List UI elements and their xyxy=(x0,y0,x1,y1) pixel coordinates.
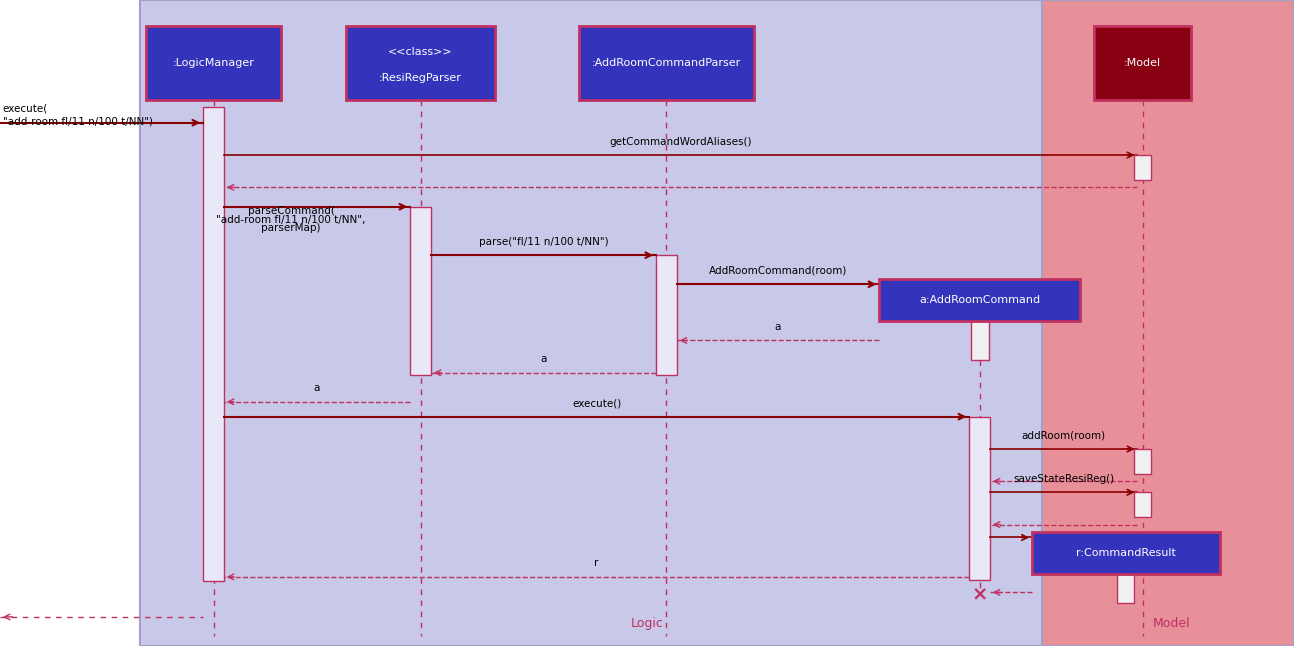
FancyBboxPatch shape xyxy=(656,255,677,375)
Text: ×: × xyxy=(972,585,987,605)
Text: AddRoomCommand(room): AddRoomCommand(room) xyxy=(709,266,848,276)
FancyBboxPatch shape xyxy=(880,279,1079,321)
Text: a:AddRoomCommand: a:AddRoomCommand xyxy=(919,295,1040,305)
Text: Model: Model xyxy=(1152,617,1190,630)
FancyBboxPatch shape xyxy=(580,26,753,100)
Text: r: r xyxy=(594,559,599,568)
Text: <<class>>: <<class>> xyxy=(388,47,453,57)
Text: :LogicManager: :LogicManager xyxy=(172,58,255,68)
FancyBboxPatch shape xyxy=(410,207,431,375)
FancyBboxPatch shape xyxy=(146,26,282,100)
Text: :Model: :Model xyxy=(1124,58,1161,68)
Text: r:CommandResult: r:CommandResult xyxy=(1075,548,1176,558)
FancyBboxPatch shape xyxy=(970,321,989,360)
FancyBboxPatch shape xyxy=(1134,449,1152,474)
FancyBboxPatch shape xyxy=(1118,574,1134,603)
Text: parserMap): parserMap) xyxy=(261,224,321,233)
Text: execute(: execute( xyxy=(3,103,48,114)
Text: :AddRoomCommandParser: :AddRoomCommandParser xyxy=(591,58,741,68)
Text: parse("fl/11 n/100 t/NN"): parse("fl/11 n/100 t/NN") xyxy=(479,237,608,247)
FancyBboxPatch shape xyxy=(347,26,494,100)
Text: a: a xyxy=(541,355,546,364)
Text: getCommandWordAliases(): getCommandWordAliases() xyxy=(609,137,752,147)
Text: saveStateResiReg(): saveStateResiReg() xyxy=(1013,474,1114,484)
FancyBboxPatch shape xyxy=(969,417,990,580)
FancyBboxPatch shape xyxy=(1134,155,1152,180)
Text: addRoom(room): addRoom(room) xyxy=(1021,431,1106,441)
FancyBboxPatch shape xyxy=(1031,532,1219,574)
FancyBboxPatch shape xyxy=(1134,492,1152,517)
Text: :ResiRegParser: :ResiRegParser xyxy=(379,73,462,83)
Text: execute(): execute() xyxy=(572,399,621,408)
FancyBboxPatch shape xyxy=(1095,26,1190,100)
Text: Logic: Logic xyxy=(630,617,664,630)
Text: "add-room fl/11 n/100 t/NN"): "add-room fl/11 n/100 t/NN") xyxy=(3,116,153,127)
FancyBboxPatch shape xyxy=(203,107,224,581)
FancyBboxPatch shape xyxy=(1042,0,1294,646)
Text: a: a xyxy=(314,384,320,393)
Text: "add-room fl/11 n/100 t/NN",: "add-room fl/11 n/100 t/NN", xyxy=(216,215,366,225)
Text: a: a xyxy=(775,322,782,332)
FancyBboxPatch shape xyxy=(140,0,1156,646)
Text: parseCommand(: parseCommand( xyxy=(247,207,335,216)
